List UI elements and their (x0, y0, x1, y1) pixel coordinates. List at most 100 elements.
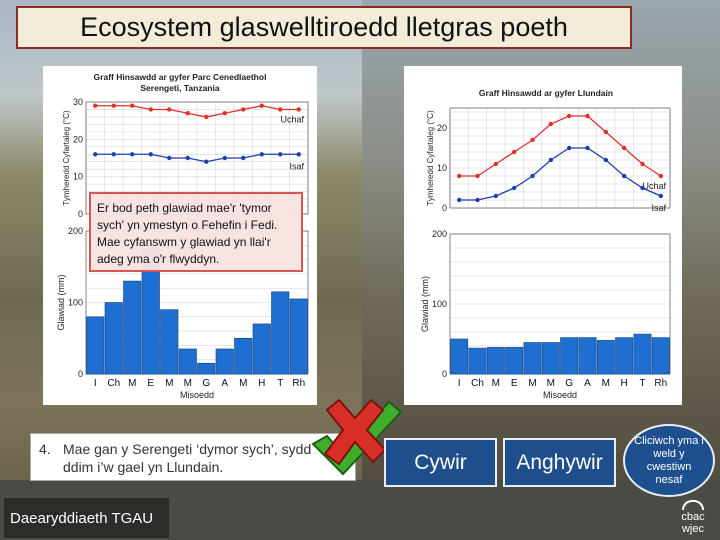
london-temp-point (475, 173, 480, 179)
london-temp-point (456, 197, 462, 203)
serengeti-rain-xtick: I (94, 378, 97, 389)
london-rain-xtick: M (547, 378, 555, 389)
serengeti-climate-graph: Graff Hinsawdd ar gyfer Parc Cenedlaetho… (43, 66, 317, 405)
serengeti-temp-series-label: Uchaf (280, 114, 304, 124)
london-graph-svg: Graff Hinsawdd ar gyfer Llundain 0 10 20 Uch… (420, 88, 671, 400)
serengeti-temp-point (167, 107, 172, 112)
london-temp-point (566, 113, 572, 119)
london-rain-bar (560, 337, 579, 375)
next-question-button[interactable]: Cliciwch yma i weld y cwestiwn nesaf (623, 424, 715, 497)
london-rain-xtick: I (458, 378, 461, 389)
serengeti-temp-point (185, 155, 190, 161)
london-rain-bar (505, 347, 524, 375)
serengeti-rain-bar (197, 362, 216, 375)
london-rain-bar (578, 337, 597, 375)
london-rain-ytick: 200 (432, 229, 447, 239)
serengeti-rain-ytick: 100 (68, 298, 83, 308)
serengeti-rain-xlabel: Misoedd (180, 390, 214, 400)
serengeti-temp-ytick: 0 (78, 209, 83, 219)
tick-cross-icon (311, 398, 403, 476)
london-temp-point (640, 161, 645, 167)
serengeti-temp-ytick: 10 (73, 172, 83, 182)
serengeti-temp-point (204, 114, 209, 120)
serengeti-rain-ytick: 200 (68, 226, 83, 236)
serengeti-graph-svg: Graff Hinsawdd ar gyfer Parc Cenedlaetho… (56, 72, 309, 400)
london-rain-xtick: H (621, 378, 628, 389)
serengeti-temp-point (222, 111, 227, 116)
serengeti-temp-point (259, 152, 264, 157)
london-temp-series-label: Isaf (651, 203, 666, 213)
london-rain-xtick: Rh (654, 378, 667, 389)
serengeti-temp-point (278, 152, 283, 157)
london-rain-xtick: Ch (471, 378, 484, 389)
serengeti-temp-ylabel: Tymheredd Cyfartaleg (°C) (62, 110, 71, 206)
london-rain-ylabel: Glawiad (mm) (420, 276, 430, 332)
question-number: 4. (39, 441, 51, 457)
london-temp-point (530, 173, 535, 179)
london-temp-point (511, 149, 517, 155)
slide-title: Ecosystem glaswelltiroedd lletgras poeth (80, 12, 568, 42)
london-temp-point (585, 145, 590, 151)
serengeti-rain-bar (123, 280, 142, 375)
question-box: 4. Mae gan y Serengeti ‘dymor sych’, sydd… (30, 433, 356, 481)
serengeti-rain-xtick: H (258, 378, 265, 389)
serengeti-temp-line-0 (95, 105, 299, 118)
footer-label: Daearyddiaeth TGAU (4, 498, 169, 538)
wjec-logo[interactable]: cbac wjec (672, 500, 714, 536)
london-rain-bar (523, 342, 542, 375)
serengeti-title-line: Graff Hinsawdd ar gyfer Parc Cenedlaetho… (94, 72, 267, 82)
serengeti-temp-line-1 (95, 153, 299, 163)
london-temp-point (621, 145, 627, 151)
serengeti-temp-point (185, 111, 190, 116)
serengeti-temp-point (296, 107, 301, 112)
london-temp-point (621, 173, 627, 179)
serengeti-rain-bar (289, 298, 308, 375)
london-temp-series-label: Uchaf (642, 181, 666, 191)
wrong-button[interactable]: Anghywir (503, 438, 616, 487)
london-temp-ylabel: Tymheredd Cyfartaleg (°C) (426, 110, 435, 206)
london-temp-ytick: 20 (437, 123, 447, 133)
serengeti-temp-point (111, 103, 116, 108)
serengeti-temp-point (296, 152, 301, 157)
london-temp-point (548, 121, 554, 127)
serengeti-title-line: Serengeti, Tanzania (140, 83, 219, 93)
serengeti-temp-point (148, 107, 153, 112)
london-rain-xtick: A (584, 378, 591, 389)
serengeti-rain-xtick: M (184, 378, 192, 389)
london-temp-ytick: 10 (437, 163, 447, 173)
london-temp-point (475, 197, 480, 203)
serengeti-temp-point (130, 152, 135, 157)
london-temp-point (658, 193, 664, 199)
serengeti-temp-point (111, 152, 116, 157)
next-question-label: Cliciwch yma i weld y cwestiwn nesaf (634, 434, 704, 486)
correct-button[interactable]: Cywir (384, 438, 497, 487)
london-rain-bar (468, 347, 487, 375)
serengeti-temp-ytick: 30 (73, 97, 83, 107)
london-rain-xtick: M (602, 378, 610, 389)
logo-arc-icon (682, 500, 704, 510)
london-temp-point (456, 173, 462, 179)
london-rain-xlabel: Misoedd (543, 390, 577, 400)
serengeti-rain-xtick: M (128, 378, 136, 389)
london-rain-xtick: T (639, 378, 645, 389)
london-temp-point (493, 161, 499, 167)
london-temp-point (530, 137, 535, 143)
london-rain-bar (651, 337, 670, 375)
london-rain-bar (486, 347, 505, 375)
serengeti-rain-xtick: A (221, 378, 228, 389)
london-rain-xtick: M (492, 378, 500, 389)
london-rain-ytick: 100 (432, 299, 447, 309)
london-temp-ytick: 0 (442, 203, 447, 213)
london-temp-frame (449, 107, 671, 209)
slide-title-box: Ecosystem glaswelltiroedd lletgras poeth (16, 6, 632, 49)
logo-text-cbac: cbac (681, 511, 705, 523)
serengeti-rain-bar (271, 291, 290, 375)
serengeti-rain-xtick: G (202, 378, 210, 389)
serengeti-temp-point (222, 155, 227, 161)
serengeti-rain-bar (86, 316, 105, 375)
serengeti-rain-bar (178, 348, 197, 375)
serengeti-rain-xtick: E (147, 378, 154, 389)
serengeti-temp-point (278, 107, 283, 112)
serengeti-temp-point (259, 103, 264, 108)
london-temp-point (585, 113, 590, 119)
